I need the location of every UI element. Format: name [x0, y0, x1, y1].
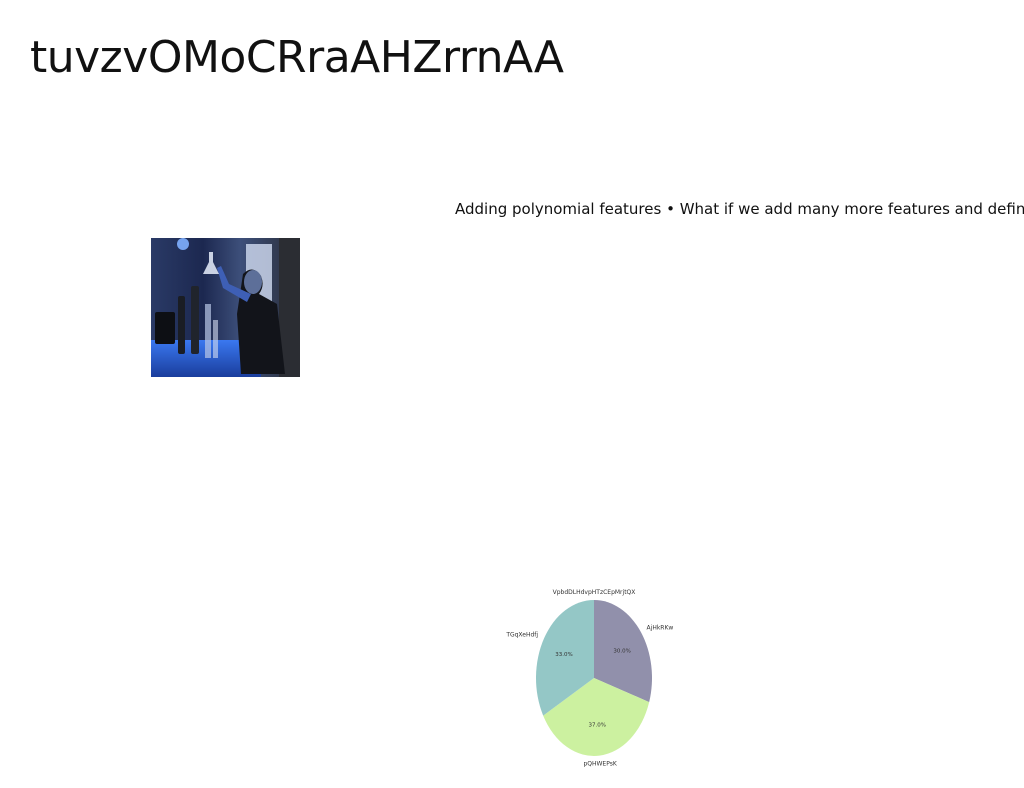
lab-photo: [151, 238, 300, 377]
photo-jar: [155, 312, 175, 344]
pie-percent-label-2: 37.0%: [589, 723, 606, 729]
lab-photo-illustration: [151, 238, 300, 377]
body-text: Adding polynomial features • What if we …: [455, 200, 1024, 218]
slide-title: tuvzvOMoCRraAHZrrnAA: [30, 32, 564, 83]
pie-category-label-2: pQHWEPsK: [583, 760, 617, 767]
pie-slice-2: [543, 678, 650, 756]
photo-tube-small: [213, 320, 218, 358]
photo-bottle-tall: [191, 286, 199, 354]
photo-ceiling-light: [177, 238, 189, 250]
pie-slice-3: [536, 600, 594, 716]
pie-percent-label-1: 30.0%: [613, 648, 630, 654]
photo-bottle: [178, 296, 185, 354]
pie-chart: VpbdDLHdvpHTzCEpMrjtQX 30.0% AjHkRKw 37.0% p…: [500, 575, 690, 775]
pie-category-label-0: VpbdDLHdvpHTzCEpMrjtQX: [553, 589, 636, 596]
pie-chart-svg: VpbdDLHdvpHTzCEpMrjtQX 30.0% AjHkRKw 37.0% p…: [505, 589, 674, 767]
pie-category-label-1: AjHkRKw: [647, 625, 674, 632]
photo-tube: [205, 304, 211, 358]
pie-slice-1: [594, 600, 652, 703]
photo-flask: [203, 252, 219, 274]
photo-person-face: [244, 270, 262, 294]
pie-category-label-3: TGqXeHdfj: [505, 631, 538, 638]
photo-person-arm: [217, 266, 251, 302]
photo-door: [279, 238, 300, 377]
pie-percent-label-3: 33.0%: [555, 652, 572, 658]
